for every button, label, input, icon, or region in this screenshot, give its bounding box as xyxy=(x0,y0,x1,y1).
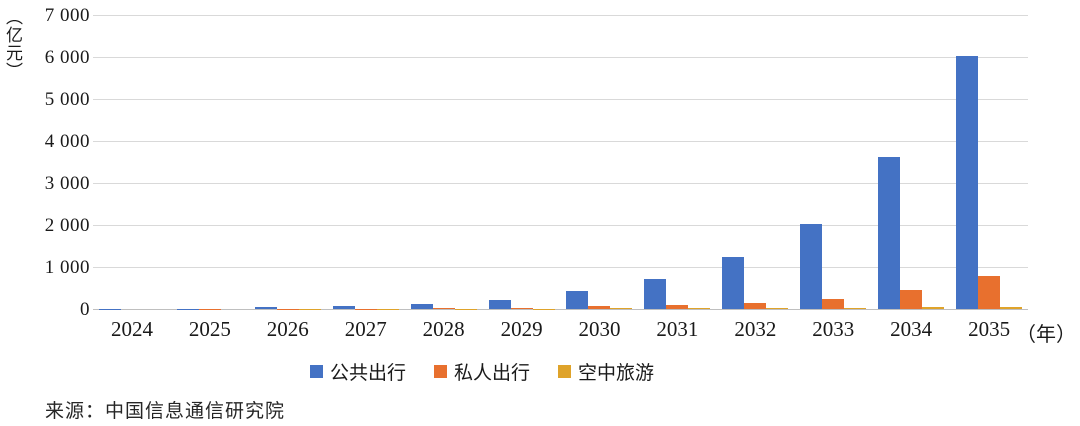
x-tick-label-2027: 2027 xyxy=(344,317,387,341)
y-tick-label-7000: 7 000 xyxy=(44,5,90,26)
y-tick-label-2000: 2 000 xyxy=(44,215,90,236)
bar-group-2032 xyxy=(716,16,794,309)
y-tick-label-0: 0 xyxy=(80,299,90,320)
bar-air-tourism-2031 xyxy=(688,308,711,309)
bar-group-2026 xyxy=(249,16,327,309)
y-tick-label-1000: 1 000 xyxy=(44,257,90,278)
x-tick-label-2024: 2024 xyxy=(110,317,153,341)
legend-swatch-public-travel-icon xyxy=(310,365,323,378)
x-tick-label-2025: 2025 xyxy=(188,317,231,341)
gridline-1000 xyxy=(93,267,1028,268)
x-axis-line xyxy=(93,309,1028,310)
bar-group-2035 xyxy=(950,16,1028,309)
bar-air-tourism-2035 xyxy=(1000,306,1023,309)
bar-group-2028 xyxy=(405,16,483,309)
x-tick-label-2029: 2029 xyxy=(500,317,543,341)
x-axis-tick-labels: 2024 2025 2026 2027 2028 2029 2030 2031 2032 2033… xyxy=(93,317,1028,342)
x-tick-label-2033: 2033 xyxy=(812,317,855,341)
bar-group-2030 xyxy=(561,16,639,309)
legend-label-air-tourism: 空中旅游 xyxy=(578,363,655,384)
bar-public-travel-2030 xyxy=(566,291,589,309)
bar-public-travel-2032 xyxy=(722,257,745,309)
bar-public-travel-2033 xyxy=(800,223,823,309)
bar-public-travel-2035 xyxy=(956,56,979,309)
gridline-5000 xyxy=(93,99,1028,100)
x-tick-label-2032: 2032 xyxy=(734,317,777,341)
x-tick-label-2031: 2031 xyxy=(656,317,699,341)
gridline-7000 xyxy=(93,15,1028,16)
gridline-3000 xyxy=(93,183,1028,184)
bar-public-travel-2029 xyxy=(488,299,511,309)
legend-item-public-travel: 公共出行 xyxy=(310,358,406,385)
bar-public-travel-2034 xyxy=(878,156,901,309)
bar-private-travel-2028 xyxy=(432,308,455,309)
bar-private-travel-2030 xyxy=(588,305,611,309)
y-tick-label-5000: 5 000 xyxy=(44,89,90,110)
x-tick-label-2034: 2034 xyxy=(890,317,933,341)
y-tick-label-3000: 3 000 xyxy=(44,173,90,194)
bar-private-travel-2029 xyxy=(510,307,533,309)
bar-group-2033 xyxy=(794,16,872,309)
bar-public-travel-2031 xyxy=(644,278,667,309)
bar-private-travel-2032 xyxy=(744,303,767,309)
legend-item-private-travel: 私人出行 xyxy=(434,358,530,385)
legend-item-air-tourism: 空中旅游 xyxy=(558,358,654,385)
plot-area xyxy=(93,15,1028,310)
bar-public-travel-2027 xyxy=(332,306,355,309)
bar-air-tourism-2032 xyxy=(766,307,789,309)
x-axis-unit-label: （年） xyxy=(1016,324,1076,346)
legend-swatch-private-travel-icon xyxy=(434,365,448,378)
x-tick-label-2026: 2026 xyxy=(266,317,309,341)
bar-public-travel-2028 xyxy=(410,304,433,309)
x-tick-label-2030: 2030 xyxy=(578,317,621,341)
bar-group-2029 xyxy=(483,16,561,309)
bar-public-travel-2026 xyxy=(254,307,277,309)
y-tick-label-6000: 6 000 xyxy=(44,47,90,68)
x-tick-label-2035: 2035 xyxy=(968,317,1011,341)
bar-private-travel-2035 xyxy=(978,276,1001,309)
bar-group-2027 xyxy=(327,16,405,309)
bar-group-2031 xyxy=(638,16,716,309)
legend-label-private-travel: 私人出行 xyxy=(454,363,531,384)
bar-air-tourism-2030 xyxy=(610,308,633,309)
legend-swatch-air-tourism-icon xyxy=(558,365,572,378)
y-axis-unit-label: （亿元） xyxy=(3,8,22,80)
y-tick-label-4000: 4 000 xyxy=(44,131,90,152)
bar-air-tourism-2034 xyxy=(922,307,945,309)
bar-private-travel-2031 xyxy=(666,305,689,309)
bar-group-2034 xyxy=(872,16,950,309)
bar-group-2024 xyxy=(93,16,171,309)
bar-group-2025 xyxy=(171,16,249,309)
bars-row xyxy=(93,16,1028,309)
legend-label-public-travel: 公共出行 xyxy=(330,363,407,384)
bar-private-travel-2034 xyxy=(900,290,923,309)
source-text: 来源：中国信息通信研究院 xyxy=(45,401,286,422)
bar-air-tourism-2033 xyxy=(844,307,867,309)
gridline-6000 xyxy=(93,57,1028,58)
legend: 公共出行 私人出行 空中旅游 xyxy=(310,358,654,385)
gridline-2000 xyxy=(93,225,1028,226)
bar-private-travel-2033 xyxy=(822,299,845,309)
x-tick-label-2028: 2028 xyxy=(422,317,465,341)
gridline-4000 xyxy=(93,141,1028,142)
